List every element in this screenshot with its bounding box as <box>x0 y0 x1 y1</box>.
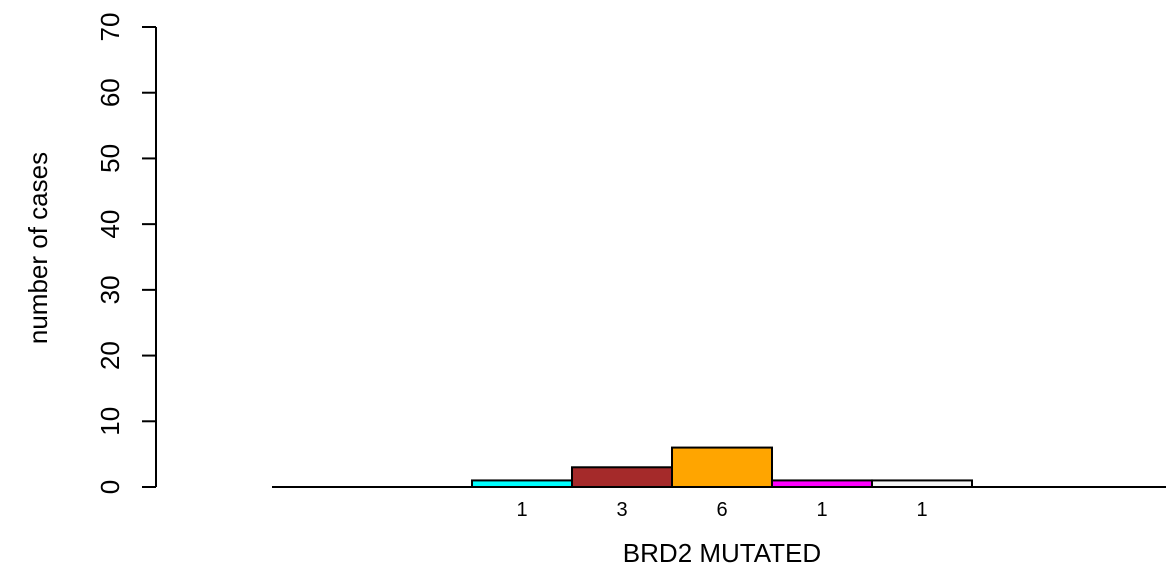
y-axis: 0 10 20 30 40 50 60 70 <box>95 13 157 494</box>
bars <box>471 446 973 489</box>
y-tick-label: 70 <box>95 13 125 42</box>
bar-count-label: 1 <box>816 499 827 521</box>
bar-count-label: 1 <box>516 499 527 521</box>
y-tick-label: 50 <box>95 144 125 173</box>
y-axis-title: number of cases <box>23 152 53 344</box>
x-axis-title: BRD2 MUTATED <box>623 538 821 568</box>
y-tick-label: 30 <box>95 275 125 304</box>
y-tick-label: 60 <box>95 78 125 107</box>
y-tick-label: 10 <box>95 407 125 436</box>
bar <box>571 466 673 488</box>
y-tick-label: 0 <box>95 480 125 494</box>
bar-labels: 1 3 6 1 1 <box>516 499 927 521</box>
y-tick-label: 20 <box>95 341 125 370</box>
bar-count-label: 1 <box>916 499 927 521</box>
bar-count-label: 6 <box>716 499 727 521</box>
y-tick-label: 40 <box>95 210 125 239</box>
bar <box>671 446 773 489</box>
bar-count-label: 3 <box>616 499 627 521</box>
